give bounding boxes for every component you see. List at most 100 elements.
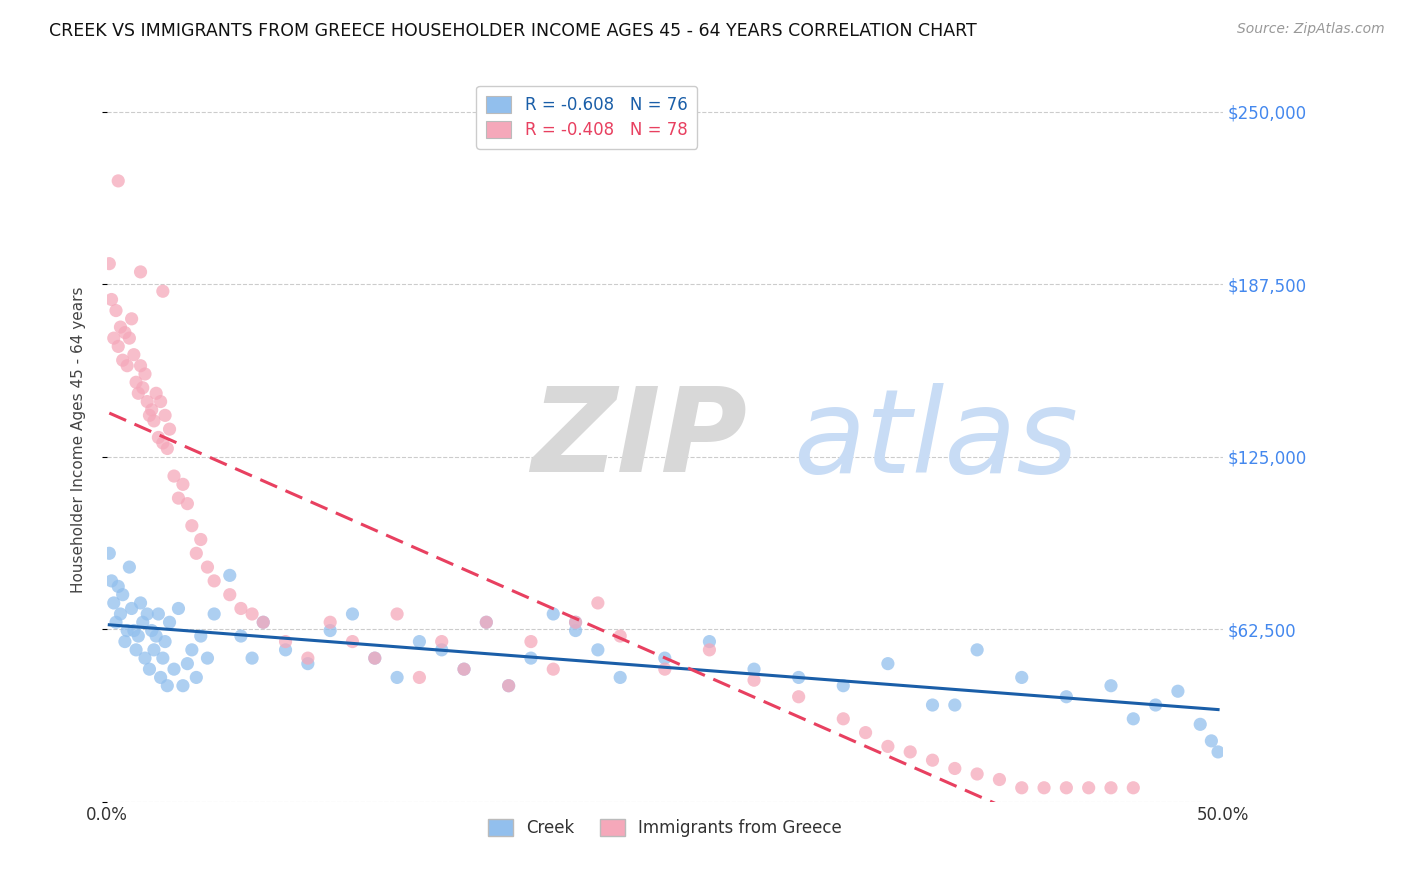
Point (159, 422, 181, 436)
Point (1077, 780, 1099, 795)
Text: atlas: atlas (793, 383, 1078, 497)
Point (1122, 780, 1144, 795)
Point (152, 651, 174, 665)
Point (145, 386, 167, 401)
Point (240, 607, 263, 621)
Point (240, 651, 263, 665)
Point (163, 662, 186, 676)
Point (541, 662, 564, 676)
Point (453, 662, 475, 676)
Point (138, 662, 160, 676)
Point (134, 651, 156, 665)
Point (297, 651, 319, 665)
Point (180, 643, 202, 657)
Point (564, 615, 586, 630)
Point (149, 670, 172, 684)
Point (132, 381, 155, 395)
Point (141, 624, 163, 638)
Point (138, 409, 160, 423)
Point (125, 643, 148, 657)
Point (202, 607, 225, 621)
Point (742, 673, 765, 688)
Point (167, 601, 190, 615)
Point (229, 601, 252, 615)
Point (118, 560, 141, 574)
Point (520, 634, 543, 648)
Point (111, 353, 134, 368)
Point (107, 579, 129, 593)
Point (988, 772, 1011, 787)
Point (149, 394, 172, 409)
Point (319, 615, 342, 630)
Point (107, 174, 129, 188)
Point (943, 698, 966, 712)
Point (103, 331, 125, 345)
Point (297, 657, 319, 671)
Point (832, 712, 855, 726)
Point (134, 367, 156, 381)
Point (877, 739, 900, 754)
Point (145, 629, 167, 643)
Point (966, 643, 988, 657)
Point (274, 634, 297, 648)
Point (118, 331, 141, 345)
Point (1206, 745, 1229, 759)
Point (1054, 690, 1077, 704)
Point (609, 670, 631, 684)
Point (1054, 780, 1077, 795)
Point (152, 436, 174, 450)
Point (498, 679, 520, 693)
Point (105, 303, 128, 318)
Point (1122, 712, 1144, 726)
Point (943, 762, 966, 776)
Point (475, 615, 498, 630)
Point (430, 634, 453, 648)
Point (586, 596, 609, 610)
Point (98, 546, 121, 560)
Point (153, 634, 176, 648)
Point (229, 629, 252, 643)
Point (742, 662, 765, 676)
Point (364, 651, 387, 665)
Point (408, 634, 430, 648)
Point (100, 293, 122, 307)
Point (129, 265, 152, 279)
Point (156, 442, 179, 456)
Point (122, 348, 145, 362)
Point (129, 359, 152, 373)
Point (197, 651, 219, 665)
Point (115, 624, 138, 638)
Point (115, 359, 138, 373)
Point (385, 670, 408, 684)
Point (564, 615, 586, 630)
Point (218, 568, 240, 582)
Point (218, 588, 240, 602)
Point (172, 679, 194, 693)
Point (186, 670, 208, 684)
Point (167, 491, 190, 505)
Point (921, 753, 943, 767)
Point (114, 634, 136, 648)
Point (921, 698, 943, 712)
Point (342, 607, 364, 621)
Point (787, 690, 810, 704)
Point (385, 607, 408, 621)
Point (274, 643, 297, 657)
Point (156, 679, 179, 693)
Point (142, 643, 165, 657)
Y-axis label: Householder Income Ages 45 - 64 years: Householder Income Ages 45 - 64 years (72, 286, 86, 593)
Point (1201, 734, 1223, 748)
Point (172, 477, 194, 491)
Point (609, 629, 631, 643)
Point (541, 607, 564, 621)
Point (152, 284, 174, 298)
Point (966, 767, 988, 781)
Point (202, 574, 225, 588)
Point (564, 624, 586, 638)
Point (342, 634, 364, 648)
Point (190, 629, 212, 643)
Text: ZIP: ZIP (531, 382, 747, 497)
Point (114, 326, 136, 340)
Point (520, 651, 543, 665)
Point (110, 320, 132, 334)
